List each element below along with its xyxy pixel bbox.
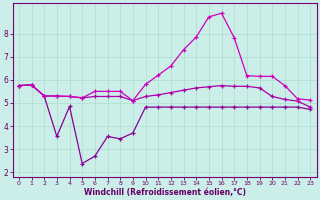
X-axis label: Windchill (Refroidissement éolien,°C): Windchill (Refroidissement éolien,°C) bbox=[84, 188, 245, 197]
